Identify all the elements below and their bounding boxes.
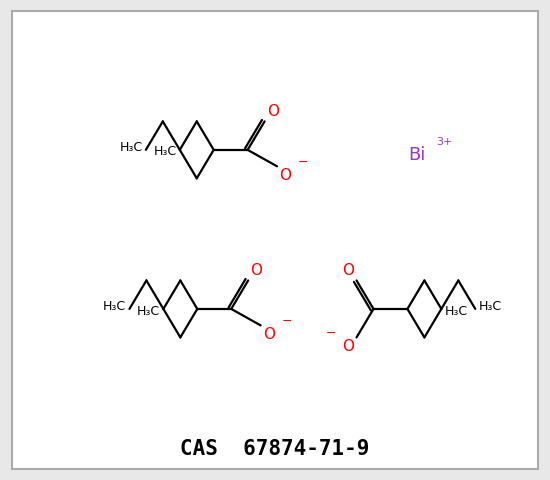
Text: H₃C: H₃C [103,300,126,313]
FancyBboxPatch shape [12,11,538,469]
Text: O: O [263,327,275,342]
Text: −: − [325,327,336,340]
Text: O: O [250,264,262,278]
Text: H₃C: H₃C [137,304,160,318]
Text: H₃C: H₃C [444,304,468,318]
Text: Bi: Bi [409,146,426,164]
Text: H₃C: H₃C [153,145,177,158]
Text: −: − [282,315,292,328]
Text: −: − [298,156,309,169]
Text: 3+: 3+ [437,137,453,147]
Text: O: O [342,264,354,278]
Text: CAS  67874-71-9: CAS 67874-71-9 [180,440,370,459]
Text: O: O [342,339,354,354]
Text: O: O [279,168,291,183]
Text: H₃C: H₃C [119,141,142,154]
Text: H₃C: H₃C [478,300,502,313]
Text: O: O [267,104,279,119]
